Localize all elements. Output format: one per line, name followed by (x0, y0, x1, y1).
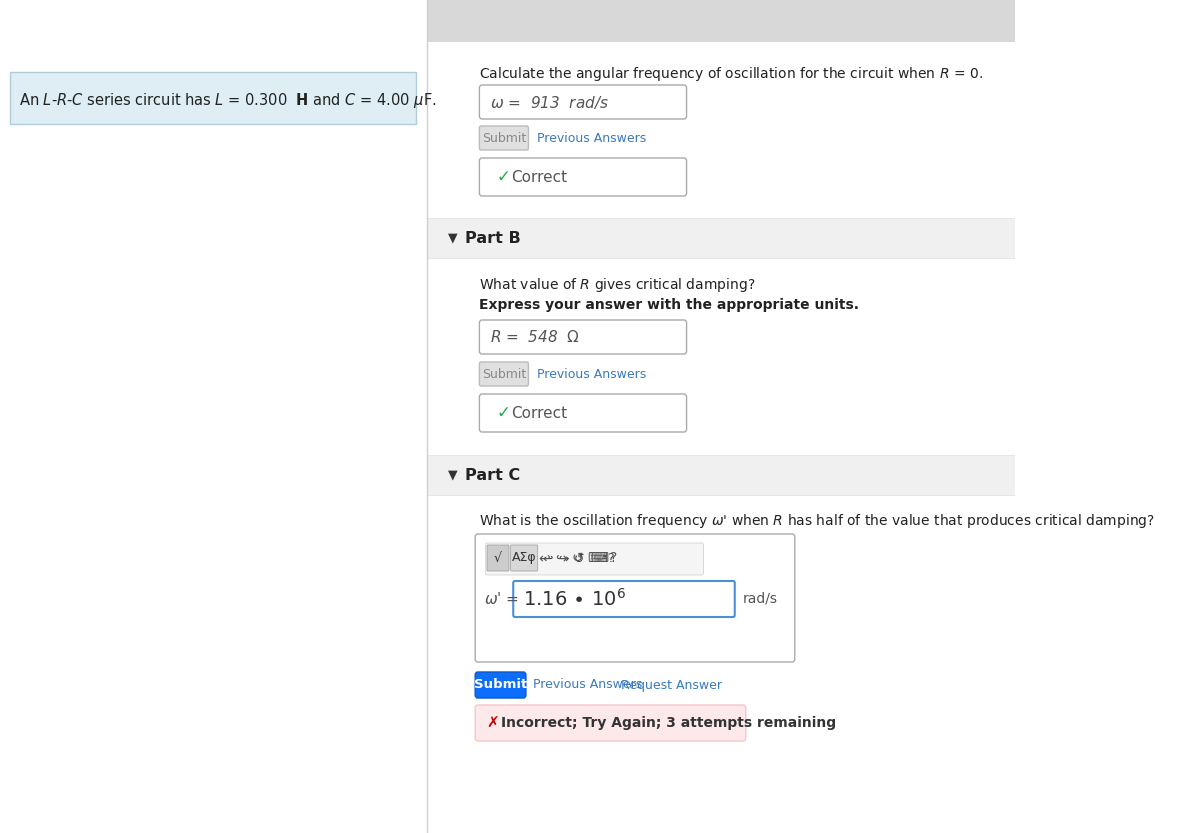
Text: An $\it{L}$-$\it{R}$-$\it{C}$ series circuit has $\it{L}$ = 0.300  $\mathbf{H}$ : An $\it{L}$-$\it{R}$-$\it{C}$ series cir… (19, 91, 437, 109)
Text: ⌨: ⌨ (590, 552, 608, 566)
Text: Express your answer with the appropriate units.: Express your answer with the appropriate… (480, 298, 859, 312)
FancyBboxPatch shape (480, 158, 686, 196)
Text: Previous Answers: Previous Answers (536, 367, 646, 381)
Text: $\omega$ =  913  rad/s: $\omega$ = 913 rad/s (491, 93, 610, 111)
Text: ?: ? (611, 551, 618, 565)
Text: $\omega$' =: $\omega$' = (484, 591, 521, 607)
Text: ↺: ↺ (574, 552, 583, 566)
FancyBboxPatch shape (511, 545, 538, 571)
Text: Previous Answers: Previous Answers (533, 679, 642, 691)
Text: Calculate the angular frequency of oscillation for the circuit when $\it{R}$ = 0: Calculate the angular frequency of oscil… (480, 65, 983, 83)
Text: Submit: Submit (482, 132, 526, 144)
Text: ✓: ✓ (497, 168, 510, 186)
Text: rad/s: rad/s (743, 592, 778, 606)
FancyBboxPatch shape (485, 543, 703, 575)
Bar (427, 0, 1015, 42)
Text: ↩: ↩ (542, 552, 553, 566)
FancyBboxPatch shape (514, 581, 734, 617)
FancyBboxPatch shape (475, 534, 794, 662)
Text: ↺: ↺ (571, 551, 583, 565)
Text: ΑΣφ: ΑΣφ (511, 552, 536, 566)
Text: What value of $\it{R}$ gives critical damping?: What value of $\it{R}$ gives critical da… (480, 276, 756, 294)
Text: ✓: ✓ (497, 404, 510, 422)
Bar (0, 0, 427, 833)
FancyBboxPatch shape (480, 394, 686, 432)
Text: $R$ =  548  $\Omega$: $R$ = 548 $\Omega$ (491, 329, 581, 345)
Bar (427, 0, 1015, 833)
Text: Submit: Submit (482, 367, 526, 381)
Text: ⌨: ⌨ (587, 551, 607, 565)
Text: Part B: Part B (466, 231, 521, 246)
FancyBboxPatch shape (475, 672, 526, 698)
Text: Correct: Correct (511, 169, 566, 184)
Text: ✗: ✗ (486, 716, 499, 731)
FancyBboxPatch shape (480, 362, 528, 386)
Text: 1.16 $\bullet$ 10$^6$: 1.16 $\bullet$ 10$^6$ (522, 588, 625, 610)
Text: What is the oscillation frequency $\it{\omega}$' when $\it{R}$ has half of the v: What is the oscillation frequency $\it{\… (480, 512, 1156, 530)
Text: ↪: ↪ (558, 552, 569, 566)
Text: Previous Answers: Previous Answers (536, 132, 646, 144)
Text: ΑΣφ: ΑΣφ (512, 551, 536, 565)
FancyBboxPatch shape (480, 85, 686, 119)
Text: ↪: ↪ (554, 551, 566, 565)
Bar (427, 455, 1015, 495)
Text: Submit: Submit (474, 679, 527, 691)
Text: ▼: ▼ (448, 468, 457, 481)
Text: Correct: Correct (511, 406, 566, 421)
Text: ⬛√: ⬛√ (488, 552, 504, 566)
Text: ▼: ▼ (448, 232, 457, 245)
Text: Incorrect; Try Again; 3 attempts remaining: Incorrect; Try Again; 3 attempts remaini… (500, 716, 835, 730)
FancyBboxPatch shape (487, 545, 509, 571)
FancyBboxPatch shape (480, 320, 686, 354)
Text: ↩: ↩ (538, 551, 550, 565)
FancyBboxPatch shape (480, 126, 528, 150)
Bar (427, 218, 1015, 258)
Bar (10, 72, 416, 124)
FancyBboxPatch shape (475, 705, 745, 741)
Text: √: √ (494, 551, 502, 565)
Text: ?: ? (607, 552, 613, 566)
Text: Request Answer: Request Answer (622, 679, 722, 691)
Text: Part C: Part C (466, 467, 521, 482)
